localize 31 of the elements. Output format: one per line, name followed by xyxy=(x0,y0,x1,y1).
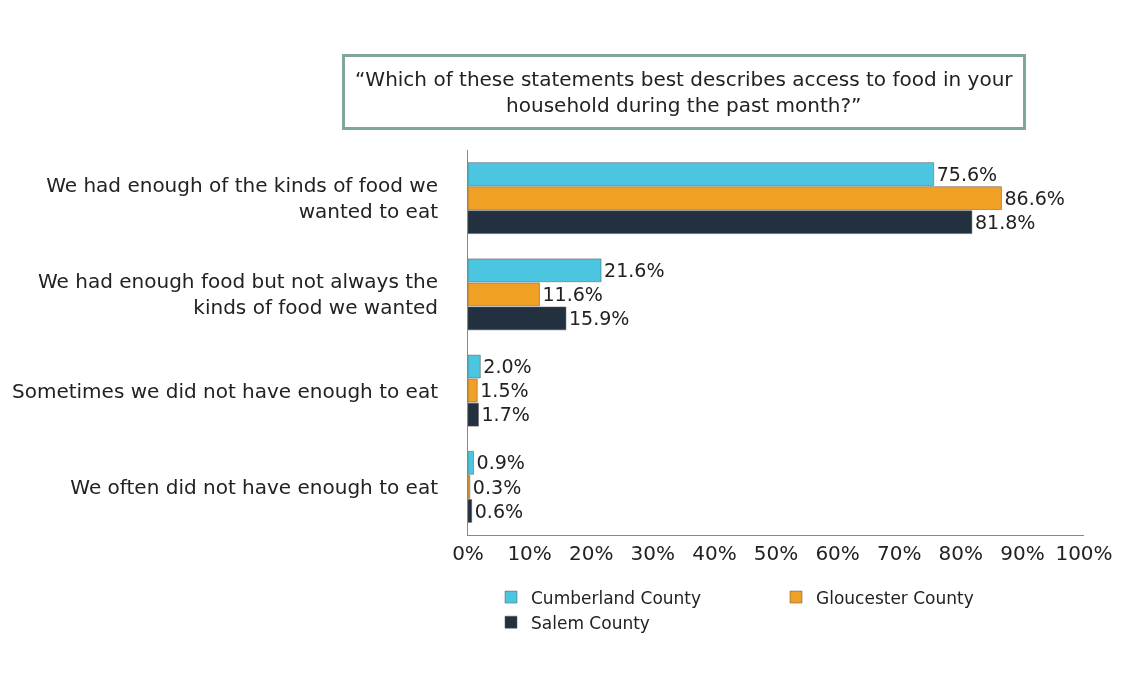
x-tick-label: 60% xyxy=(815,541,860,565)
x-tick-label: 100% xyxy=(1055,541,1113,565)
y-tick-label: We often did not have enough to eat xyxy=(70,474,439,499)
data-label: 81.8% xyxy=(974,210,1036,233)
x-tick-label: 0% xyxy=(452,541,484,565)
data-label: 15.9% xyxy=(568,307,630,330)
data-label: 2.0% xyxy=(483,355,532,378)
data-label: 0.9% xyxy=(476,451,525,474)
data-label: 21.6% xyxy=(604,258,665,281)
chart-title: “Which of these statements best describes access to food in your household during the past month?” xyxy=(355,67,1014,117)
x-tick-label: 10% xyxy=(507,541,552,565)
x-tick-label: 20% xyxy=(568,541,614,565)
legend-label: Gloucester County xyxy=(816,587,974,608)
legend-label: Cumberland County xyxy=(531,587,702,608)
x-tick-label: 90% xyxy=(1000,541,1045,565)
data-label: 0.3% xyxy=(472,475,522,498)
y-tick-label: We had enough of the kinds of food we wanted to eat xyxy=(46,173,439,224)
x-tick-label: 30% xyxy=(630,541,676,565)
x-tick-label: 70% xyxy=(876,541,922,565)
data-label: 11.6% xyxy=(542,283,603,306)
data-label: 1.5% xyxy=(480,379,529,402)
legend-label: Salem County xyxy=(531,612,650,633)
data-label: 86.6% xyxy=(1004,186,1065,209)
x-tick-label: 80% xyxy=(938,541,984,565)
y-tick-label: Sometimes we did not have enough to eat xyxy=(11,378,439,403)
x-tick-label: 50% xyxy=(753,541,799,565)
data-label: 0.6% xyxy=(474,499,524,522)
y-tick-label: We had enough food but not always the kinds of food we wanted xyxy=(38,269,438,320)
x-tick-label: 40% xyxy=(692,541,737,565)
data-label: 1.7% xyxy=(481,403,530,426)
data-label: 75.6% xyxy=(936,162,998,185)
